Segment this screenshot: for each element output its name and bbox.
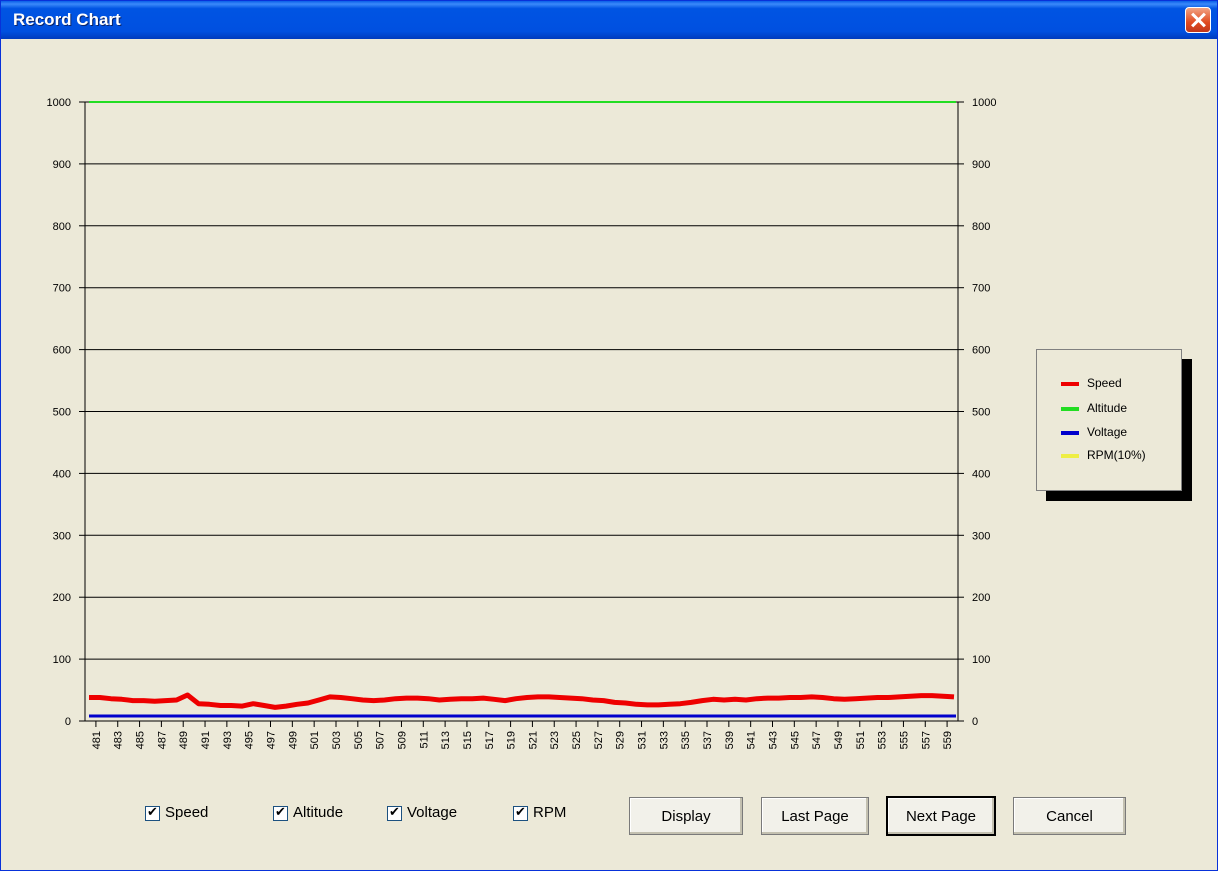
x-tick-label-529: 529	[615, 731, 627, 749]
x-tick-label-513: 513	[440, 731, 452, 749]
x-tick-label-539: 539	[724, 731, 736, 749]
y-tick-label-right-700: 700	[972, 283, 990, 295]
y-tick-label-right-400: 400	[972, 468, 990, 480]
x-tick-label-549: 549	[833, 731, 845, 749]
x-tick-label-487: 487	[156, 731, 168, 749]
x-tick-label-541: 541	[746, 731, 758, 749]
altitude-checkbox-box[interactable]	[273, 804, 288, 821]
y-tick-label-right-500: 500	[972, 407, 990, 419]
x-tick-label-501: 501	[309, 731, 321, 749]
x-tick-label-507: 507	[375, 731, 387, 749]
x-tick-label-543: 543	[767, 731, 779, 749]
chart-legend: Speed Altitude Voltage RPM(10%)	[1036, 349, 1182, 491]
y-tick-label-left-800: 800	[53, 221, 71, 233]
rpm-checkbox-label: RPM	[533, 804, 567, 821]
speed-checkbox-box[interactable]	[145, 804, 160, 821]
window-title: Record Chart	[13, 10, 121, 29]
y-tick-label-right-200: 200	[972, 592, 990, 604]
y-tick-label-left-700: 700	[53, 283, 71, 295]
x-tick-label-519: 519	[506, 731, 518, 749]
x-tick-label-503: 503	[331, 731, 343, 749]
series-speed-line	[89, 692, 955, 710]
x-tick-label-535: 535	[680, 731, 692, 749]
x-tick-label-517: 517	[484, 731, 496, 749]
y-tick-label-right-800: 800	[972, 221, 990, 233]
x-tick-label-515: 515	[462, 731, 474, 749]
y-tick-label-left-400: 400	[53, 468, 71, 480]
x-tick-label-483: 483	[113, 731, 125, 749]
speed-checkbox-label: Speed	[165, 804, 209, 821]
rpm-checkbox-box[interactable]	[513, 804, 528, 821]
last-page-button[interactable]: Last Page	[761, 797, 869, 835]
legend-label-altitude: Altitude	[1087, 401, 1128, 415]
legend-swatch-voltage	[1061, 431, 1079, 435]
y-tick-label-left-300: 300	[53, 530, 71, 542]
x-tick-label-497: 497	[266, 731, 278, 749]
y-tick-label-left-900: 900	[53, 159, 71, 171]
legend-swatch-altitude	[1061, 407, 1079, 411]
x-tick-label-525: 525	[571, 731, 583, 749]
x-tick-label-551: 551	[855, 731, 867, 749]
x-tick-label-537: 537	[702, 731, 714, 749]
x-tick-label-523: 523	[549, 731, 561, 749]
x-tick-label-547: 547	[811, 731, 823, 749]
y-tick-label-right-100: 100	[972, 654, 990, 666]
voltage-checkbox-label: Voltage	[407, 804, 458, 821]
x-tick-label-545: 545	[789, 731, 801, 749]
x-tick-label-505: 505	[353, 731, 365, 749]
title-bar[interactable]: Record Chart	[1, 1, 1217, 39]
legend-label-rpm: RPM(10%)	[1087, 448, 1146, 462]
x-tick-label-495: 495	[244, 731, 256, 749]
x-tick-label-555: 555	[898, 731, 910, 749]
x-tick-label-559: 559	[942, 731, 954, 749]
legend-swatch-speed	[1061, 382, 1079, 386]
x-tick-label-531: 531	[637, 731, 649, 749]
voltage-checkbox-box[interactable]	[387, 804, 402, 821]
x-tick-label-527: 527	[593, 731, 605, 749]
altitude-checkbox-label: Altitude	[293, 804, 344, 821]
chart-client-area: 0 0 100 100 200 200 300 300 400 400 500 500 600 600 70…	[5, 39, 1213, 868]
x-tick-label-533: 533	[658, 731, 670, 749]
x-tick-label-485: 485	[135, 731, 147, 749]
y-tick-label-left-200: 200	[53, 592, 71, 604]
next-page-button[interactable]: Next Page	[887, 797, 995, 835]
x-tick-label-511: 511	[418, 731, 430, 749]
record-chart: 0 0 100 100 200 200 300 300 400 400 500 500 600 600 70…	[47, 97, 997, 749]
x-tick-label-489: 489	[178, 731, 190, 749]
y-tick-label-left-100: 100	[53, 654, 71, 666]
x-tick-label-521: 521	[527, 731, 539, 749]
x-tick-label-557: 557	[920, 731, 932, 749]
legend-label-speed: Speed	[1087, 376, 1122, 390]
y-tick-label-left-1000: 1000	[47, 97, 71, 109]
x-tick-label-499: 499	[287, 731, 299, 749]
close-icon[interactable]	[1185, 7, 1211, 33]
y-tick-label-left-0: 0	[65, 716, 71, 728]
y-tick-label-right-1000: 1000	[972, 97, 996, 109]
y-tick-label-right-0: 0	[972, 716, 978, 728]
legend-swatch-rpm	[1061, 454, 1079, 458]
x-tick-label-493: 493	[222, 731, 234, 749]
x-tick-label-491: 491	[200, 731, 212, 749]
x-tick-label-481: 481	[91, 731, 103, 749]
y-tick-label-right-600: 600	[972, 345, 990, 357]
legend-label-voltage: Voltage	[1087, 425, 1128, 439]
y-tick-label-left-600: 600	[53, 345, 71, 357]
x-tick-label-553: 553	[877, 731, 889, 749]
y-tick-label-right-300: 300	[972, 530, 990, 542]
display-button[interactable]: Display	[629, 797, 743, 835]
x-tick-label-509: 509	[396, 731, 408, 749]
cancel-button[interactable]: Cancel	[1013, 797, 1126, 835]
y-tick-label-right-900: 900	[972, 159, 990, 171]
y-tick-label-left-500: 500	[53, 407, 71, 419]
